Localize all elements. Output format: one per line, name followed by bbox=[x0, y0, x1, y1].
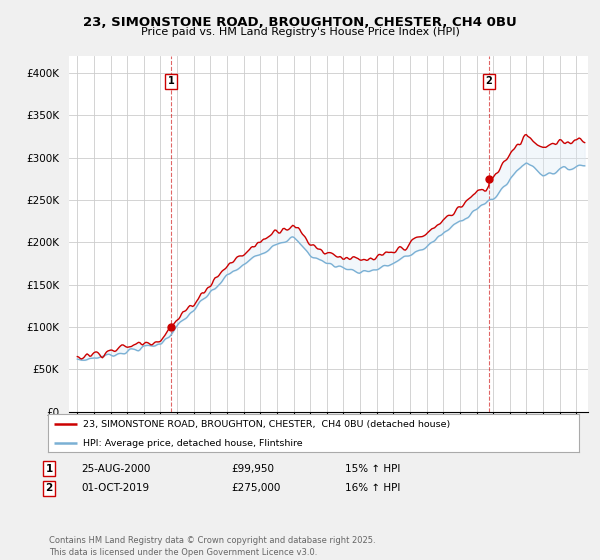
Text: 01-OCT-2019: 01-OCT-2019 bbox=[81, 483, 149, 493]
Text: Contains HM Land Registry data © Crown copyright and database right 2025.
This d: Contains HM Land Registry data © Crown c… bbox=[49, 536, 376, 557]
Text: £275,000: £275,000 bbox=[231, 483, 280, 493]
Text: 25-AUG-2000: 25-AUG-2000 bbox=[81, 464, 151, 474]
Text: 1: 1 bbox=[168, 76, 175, 86]
Text: 15% ↑ HPI: 15% ↑ HPI bbox=[345, 464, 400, 474]
Text: 16% ↑ HPI: 16% ↑ HPI bbox=[345, 483, 400, 493]
Text: £99,950: £99,950 bbox=[231, 464, 274, 474]
Text: HPI: Average price, detached house, Flintshire: HPI: Average price, detached house, Flin… bbox=[83, 438, 302, 447]
Text: 23, SIMONSTONE ROAD, BROUGHTON, CHESTER, CH4 0BU: 23, SIMONSTONE ROAD, BROUGHTON, CHESTER,… bbox=[83, 16, 517, 29]
Text: 2: 2 bbox=[46, 483, 53, 493]
Text: 1: 1 bbox=[46, 464, 53, 474]
Text: 23, SIMONSTONE ROAD, BROUGHTON, CHESTER,  CH4 0BU (detached house): 23, SIMONSTONE ROAD, BROUGHTON, CHESTER,… bbox=[83, 419, 450, 428]
Text: Price paid vs. HM Land Registry's House Price Index (HPI): Price paid vs. HM Land Registry's House … bbox=[140, 27, 460, 37]
Text: 2: 2 bbox=[485, 76, 493, 86]
